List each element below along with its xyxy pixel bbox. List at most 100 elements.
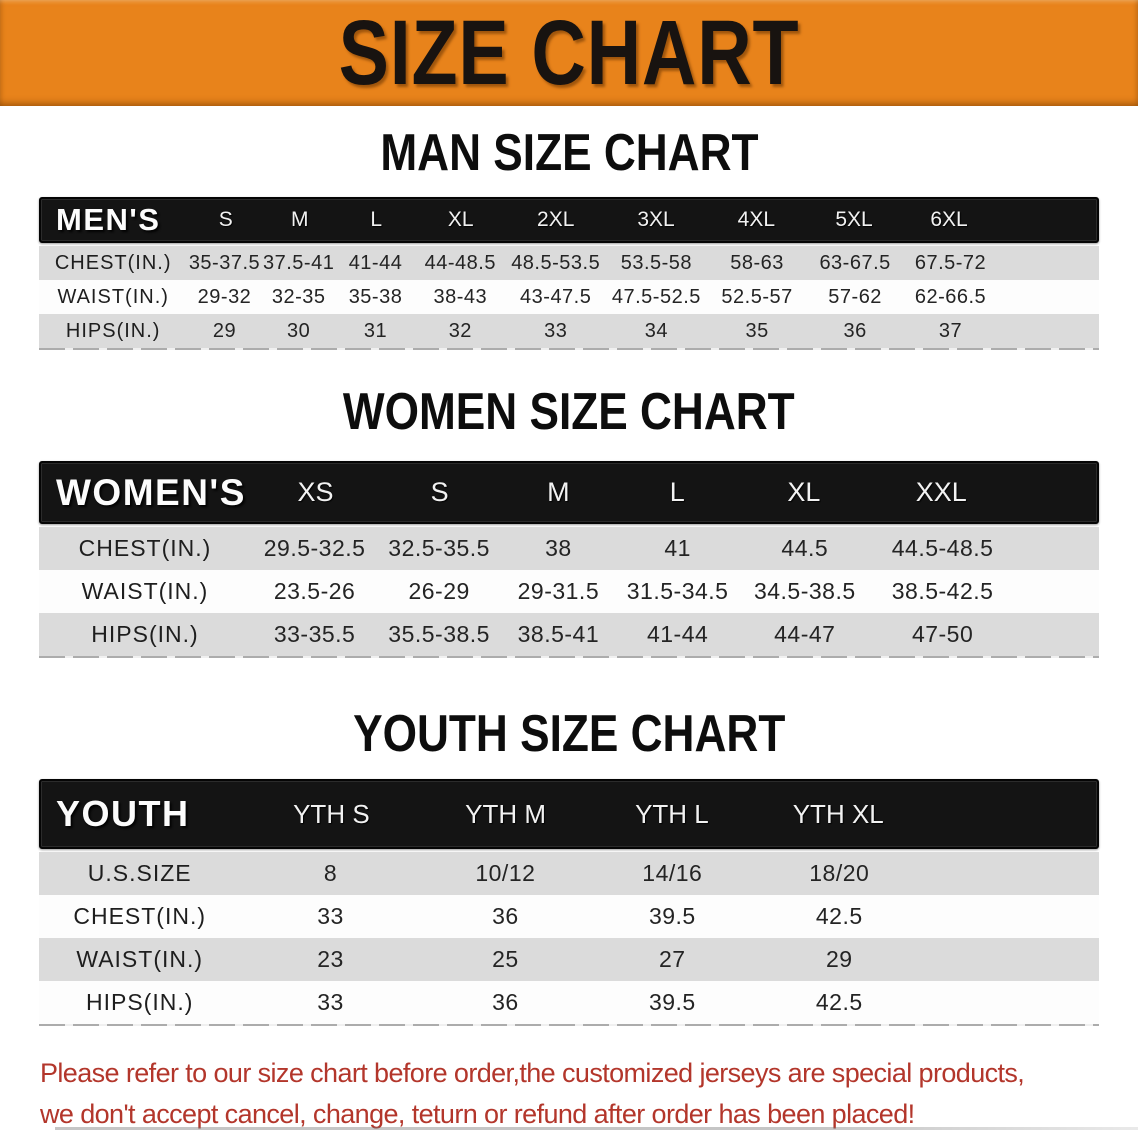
cell-value: 30 [287,319,311,342]
cell-value: 23 [317,946,344,972]
women-header-label: WOMEN'S [56,471,246,513]
cell-value: 52.5-57 [721,285,793,308]
charts-area: MAN SIZE CHART MEN'S S M L XL 2XL 3XL 4XL 5XL 6XL… [0,127,1138,1026]
cell-value: 47.5-52.5 [611,285,701,308]
men-column-header: 2XL [537,208,575,231]
cell-value: 36 [492,989,519,1015]
cell-value: 10/12 [475,860,536,886]
cell-value: 38-43 [433,285,488,308]
men-section-title-text: MAN SIZE CHART [379,124,759,182]
section-youth: YOUTH SIZE CHART YOUTH YTH S YTH M YTH L YTH… [0,708,1138,1026]
cell-value: 38.5-41 [517,621,600,647]
row-label: CHEST(IN.) [78,535,212,561]
cell-value: 67.5-72 [914,251,987,274]
cell-value: 37.5-41 [263,251,335,274]
cell-value: 36 [843,319,867,342]
men-table-row: WAIST(IN.) 29-32 32-35 35-38 38-43 43-47.5 47.… [39,280,1099,314]
cell-value: 57-62 [828,285,882,308]
women-table-row: HIPS(IN.) 33-35.5 35.5-38.5 38.5-41 41-44 44-… [39,613,1099,656]
youth-column-header: YTH S [293,798,370,829]
row-label: HIPS(IN.) [86,989,194,1015]
cell-value: 27 [659,946,686,972]
cell-value: 29.5-32.5 [263,535,366,561]
youth-column-header: YTH XL [792,798,884,829]
cell-value: 8 [323,860,338,886]
cell-value: 29-31.5 [517,578,600,604]
men-column-header: 6XL [930,208,968,231]
men-column-header: 5XL [835,208,873,231]
cell-value: 29 [825,946,853,972]
cell-value: 44.5-48.5 [891,535,994,561]
banner: SIZE CHART [0,0,1138,106]
women-section-title-text: WOMEN SIZE CHART [343,383,795,441]
youth-section-title-text: YOUTH SIZE CHART [352,705,786,763]
cell-value: 38 [545,535,572,561]
cell-value: 33 [544,319,568,342]
men-section-title: MAN SIZE CHART [0,127,1138,179]
cell-value: 18/20 [809,860,870,886]
youth-column-header: YTH M [465,798,547,829]
youth-size-table: YOUTH YTH S YTH M YTH L YTH XL U.S.SIZE 8 10/12… [39,779,1099,1026]
bottom-edge-line [55,1127,1138,1130]
youth-header-label: YOUTH [56,793,190,834]
cell-value: 25 [492,946,519,972]
youth-table-row: WAIST(IN.) 23 25 27 29 [39,938,1099,981]
cell-value: 44-47 [774,621,836,647]
cell-value: 32-35 [271,285,326,308]
men-column-header: 3XL [637,208,675,231]
cell-value: 34 [644,319,669,342]
cell-value: 33 [317,903,344,929]
cell-value: 29 [212,319,237,342]
row-label: CHEST(IN.) [54,251,172,274]
cell-value: 41 [664,535,691,561]
cell-value: 31.5-34.5 [626,578,729,604]
cell-value: 33-35.5 [273,621,356,647]
cell-value: 47-50 [911,621,974,647]
cell-value: 58-63 [730,251,784,274]
women-column-header: M [547,477,570,507]
youth-section-title: YOUTH SIZE CHART [0,708,1138,760]
cell-value: 35-37.5 [188,251,261,274]
section-women: WOMEN SIZE CHART WOMEN'S XS S M L XL XXL CHEST(… [0,386,1138,658]
youth-table-header: YOUTH YTH S YTH M YTH L YTH XL [39,779,1099,849]
cell-value: 33 [317,989,344,1015]
cell-value: 32 [448,319,472,342]
cell-value: 48.5-53.5 [511,251,601,274]
row-label: WAIST(IN.) [81,578,209,604]
row-label: HIPS(IN.) [65,319,161,342]
cell-value: 63-67.5 [819,251,891,274]
cell-value: 34.5-38.5 [753,578,856,604]
men-table-row: CHEST(IN.) 35-37.5 37.5-41 41-44 44-48.5 48.5… [39,246,1099,280]
cell-value: 43-47.5 [520,285,592,308]
youth-column-header: YTH L [635,798,709,829]
cell-value: 41-44 [646,621,709,647]
cell-value: 23.5-26 [273,578,356,604]
row-label: U.S.SIZE [87,860,192,886]
cell-value: 42.5 [815,989,863,1015]
youth-table-row: CHEST(IN.) 33 36 39.5 42.5 [39,895,1099,938]
cell-value: 35 [745,319,769,342]
cell-value: 62-66.5 [914,285,987,308]
cell-value: 32.5-35.5 [388,535,490,561]
cell-value: 37 [938,319,963,342]
women-table-row: WAIST(IN.) 23.5-26 26-29 29-31.5 31.5-34.5 34… [39,570,1099,613]
cell-value: 14/16 [642,860,703,886]
cell-value: 53.5-58 [620,251,693,274]
cell-value: 42.5 [815,903,863,929]
men-table-row: HIPS(IN.) 29 30 31 32 33 34 35 36 37 [39,314,1099,348]
row-label: WAIST(IN.) [76,946,204,972]
cell-value: 26-29 [408,578,470,604]
women-column-header: XL [787,477,821,507]
cell-value: 41-44 [348,251,403,274]
cell-value: 36 [492,903,519,929]
cell-value: 29-32 [197,285,252,308]
men-column-header: XL [447,208,474,231]
men-column-header: S [218,208,233,231]
disclaimer: Please refer to our size chart before or… [40,1053,1108,1135]
women-column-header: XXL [915,477,967,507]
section-men: MAN SIZE CHART MEN'S S M L XL 2XL 3XL 4XL 5XL 6XL… [0,127,1138,350]
cell-value: 38.5-42.5 [891,578,994,604]
cell-value: 39.5 [648,989,696,1015]
women-table-row: CHEST(IN.) 29.5-32.5 32.5-35.5 38 41 44.5 44.5… [39,527,1099,570]
